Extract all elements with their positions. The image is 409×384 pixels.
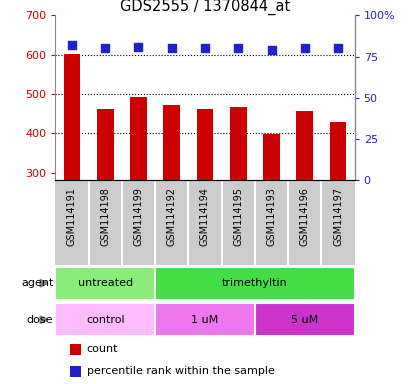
Bar	[55, 303, 155, 336]
Bar	[163, 104, 180, 180]
Bar	[70, 344, 81, 355]
Text: GSM114193: GSM114193	[266, 187, 276, 246]
Bar	[155, 303, 254, 336]
Bar	[97, 109, 113, 180]
Text: GSM114192: GSM114192	[166, 187, 176, 246]
Point	[267, 47, 274, 53]
Point	[69, 42, 75, 48]
Bar	[196, 109, 213, 180]
Bar	[229, 107, 246, 180]
Text: GSM114199: GSM114199	[133, 187, 143, 246]
Bar	[155, 267, 354, 300]
Point	[135, 44, 142, 50]
Text: GSM114196: GSM114196	[299, 187, 309, 246]
Bar	[63, 54, 80, 180]
Text: dose: dose	[27, 314, 53, 325]
Text: GSM114194: GSM114194	[200, 187, 209, 246]
Text: count: count	[87, 344, 118, 354]
Bar	[263, 134, 279, 180]
Text: agent: agent	[21, 278, 53, 288]
Text: trimethyltin: trimethyltin	[221, 278, 287, 288]
Point	[201, 45, 208, 51]
Bar	[55, 267, 155, 300]
Text: 1 uM: 1 uM	[191, 314, 218, 325]
Bar	[296, 111, 312, 180]
Bar	[254, 303, 354, 336]
Point	[301, 45, 307, 51]
Point	[168, 45, 175, 51]
Text: percentile rank within the sample: percentile rank within the sample	[87, 366, 274, 376]
Bar	[130, 97, 146, 180]
Point	[102, 45, 108, 51]
Text: GSM114191: GSM114191	[67, 187, 77, 246]
Text: 5 uM: 5 uM	[290, 314, 318, 325]
Text: GSM114197: GSM114197	[332, 187, 342, 246]
Text: GSM114195: GSM114195	[233, 187, 243, 246]
Point	[334, 45, 340, 51]
Point	[234, 45, 241, 51]
Text: untreated: untreated	[77, 278, 133, 288]
Text: control: control	[86, 314, 124, 325]
Text: GSM114198: GSM114198	[100, 187, 110, 246]
Bar	[329, 122, 346, 180]
Title: GDS2555 / 1370844_at: GDS2555 / 1370844_at	[119, 0, 290, 15]
Bar	[70, 366, 81, 377]
